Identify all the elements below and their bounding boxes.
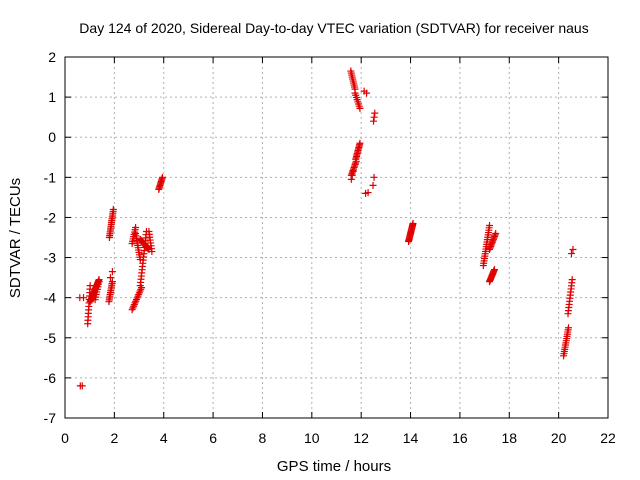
data-point-marker	[567, 250, 575, 258]
grid-lines	[65, 57, 608, 418]
x-tick-label: 0	[61, 430, 69, 446]
data-point-marker	[132, 296, 140, 304]
x-tick-label: 8	[259, 430, 267, 446]
plot-frame	[64, 56, 609, 419]
y-tick-label: 1	[48, 89, 56, 105]
x-tick-label: 16	[452, 430, 468, 446]
data-point-marker	[492, 229, 500, 237]
data-point-marker	[490, 266, 498, 274]
data-point-marker	[106, 274, 114, 282]
data-point-marker	[370, 117, 378, 125]
data-point-marker	[371, 109, 379, 117]
y-axis: -7 -6 -5 -4 -3 -2 -1 0 1 2	[44, 49, 608, 426]
data-point-marker	[131, 299, 139, 307]
data-point-marker	[135, 290, 143, 298]
data-point-marker	[108, 278, 116, 286]
data-point-marker	[130, 301, 138, 309]
data-point-marker	[565, 324, 573, 332]
data-point-marker	[569, 246, 577, 254]
x-tick-label: 2	[110, 430, 118, 446]
data-point-marker	[370, 113, 378, 121]
y-tick-label: -4	[44, 290, 57, 306]
x-tick-label: 4	[160, 430, 168, 446]
x-tick-label: 10	[304, 430, 320, 446]
data-point-marker	[148, 248, 156, 256]
x-tick-label: 6	[209, 430, 217, 446]
data-point-marker	[109, 205, 117, 213]
data-point-marker	[134, 292, 142, 300]
data-point-marker	[132, 297, 140, 305]
y-tick-label: -6	[44, 370, 57, 386]
data-point-marker	[108, 268, 116, 276]
data-point-marker	[129, 304, 137, 312]
data-point-marker	[91, 296, 99, 304]
y-tick-label: -1	[44, 169, 57, 185]
data-point-marker	[356, 104, 364, 112]
data-point-marker	[349, 167, 357, 175]
x-tick-label: 14	[403, 430, 419, 446]
x-tick-label: 12	[353, 430, 369, 446]
data-point-marker	[136, 256, 144, 264]
chart-title: Day 124 of 2020, Sidereal Day-to-day VTE…	[79, 20, 588, 36]
data-point-marker	[364, 189, 372, 197]
x-tick-label: 20	[551, 430, 567, 446]
data-point-marker	[363, 89, 371, 97]
x-axis: 0 2 4 6 8 10 12 14 16 18 20 22	[61, 57, 616, 446]
data-point-marker	[370, 173, 378, 181]
data-point-marker	[128, 306, 136, 314]
data-point-marker	[130, 302, 138, 310]
data-point-marker	[369, 181, 377, 189]
y-tick-label: -7	[44, 410, 57, 426]
y-tick-label: 0	[48, 129, 56, 145]
data-point-marker	[568, 276, 576, 284]
data-point-marker	[348, 171, 356, 179]
data-point-marker	[78, 382, 86, 390]
data-point-marker	[135, 289, 143, 297]
data-point-marker	[132, 223, 140, 231]
x-tick-label: 18	[501, 430, 517, 446]
data-point-marker	[486, 221, 494, 229]
x-axis-label: GPS time / hours	[277, 458, 391, 475]
x-tick-label: 22	[600, 430, 616, 446]
data-point-marker	[409, 219, 417, 227]
y-tick-label: -5	[44, 330, 57, 346]
data-point-marker	[158, 173, 166, 181]
y-axis-label: SDTVAR / TECUs	[7, 178, 24, 298]
data-series	[76, 67, 577, 390]
data-point-marker	[356, 139, 364, 147]
data-point-marker	[133, 294, 141, 302]
data-point-marker	[80, 294, 88, 302]
y-tick-label: -2	[44, 209, 57, 225]
data-point-marker	[347, 175, 355, 183]
y-tick-label: 2	[48, 49, 56, 65]
data-point-marker	[86, 282, 94, 290]
y-tick-label: -3	[44, 250, 57, 266]
